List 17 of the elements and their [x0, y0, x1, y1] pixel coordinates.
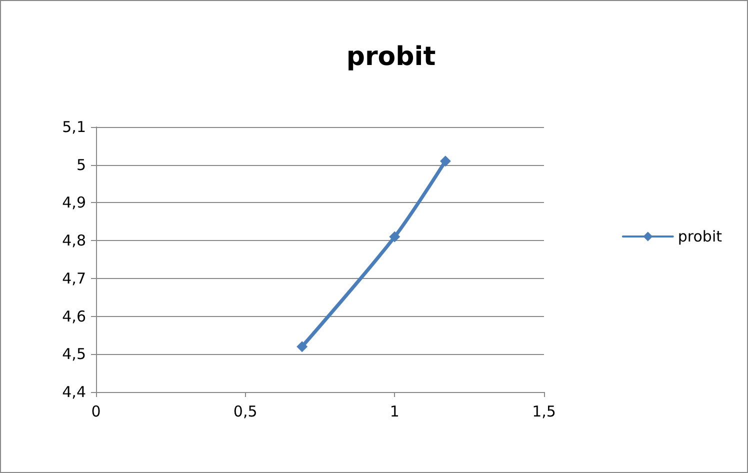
point: [389, 231, 400, 242]
chart-title: probit: [346, 42, 436, 72]
y-tick-label: 4,4: [62, 383, 86, 401]
y-tick-label: 4,6: [62, 307, 86, 326]
legend-label: probit: [678, 228, 722, 246]
point: [440, 156, 451, 167]
x-tick-label: 0: [91, 402, 101, 420]
point: [296, 341, 308, 352]
y-tick-label: 4,9: [62, 194, 86, 212]
x-tick-label: 0,5: [233, 402, 258, 420]
y-tick-label: 4,7: [62, 269, 86, 288]
y-tick-label: 4,8: [62, 232, 86, 250]
y-tick-label: 5,1: [62, 118, 86, 136]
x-tick-label: 1: [390, 402, 400, 420]
y-tick-label: 5: [76, 156, 86, 174]
y-tick-label: 4,5: [62, 345, 86, 364]
x-tick-label: 1,5: [532, 402, 556, 420]
